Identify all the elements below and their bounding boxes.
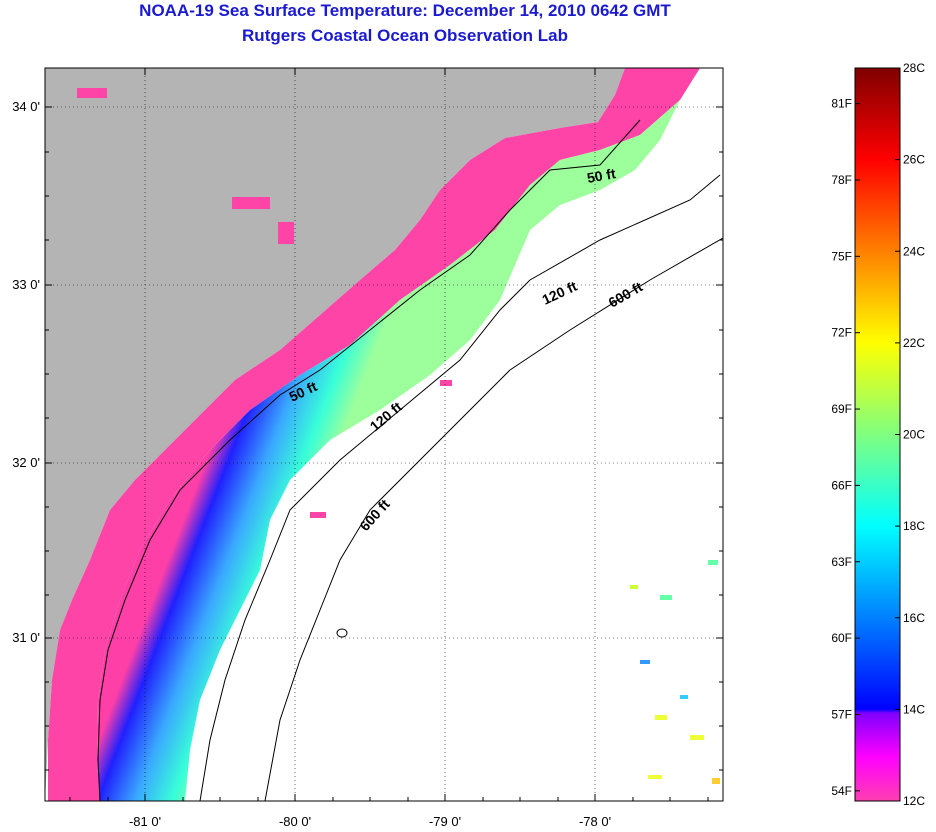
colorbar-label-fahrenheit: 69F xyxy=(831,402,852,416)
colorbar-label-celsius: 12C xyxy=(903,794,925,808)
lon-label-79: -79 0' xyxy=(429,814,461,829)
colorbar-gradient xyxy=(854,67,901,802)
map-subtitle: Rutgers Coastal Ocean Observation Lab xyxy=(242,26,568,45)
colorbar-label-fahrenheit: 78F xyxy=(831,173,852,187)
colorbar-label-fahrenheit: 66F xyxy=(831,478,852,492)
colorbar-label-celsius: 28C xyxy=(903,61,925,75)
colorbar-label-celsius: 22C xyxy=(903,336,925,350)
colorbar-label-fahrenheit: 54F xyxy=(831,784,852,798)
colorbar-label-celsius: 20C xyxy=(903,428,925,442)
lat-label-31: 31 0' xyxy=(12,630,40,645)
map-grid xyxy=(45,68,723,801)
contour-label-50ft-north: 50 ft xyxy=(586,165,617,186)
colorbar-label-celsius: 18C xyxy=(903,519,925,533)
lat-label-33: 33 0' xyxy=(12,277,40,292)
land-mass xyxy=(45,68,625,801)
colorbar-label-celsius: 16C xyxy=(903,611,925,625)
map-ticks xyxy=(45,68,723,801)
lon-label-81: -81 0' xyxy=(129,814,161,829)
lon-label-78: -78 0' xyxy=(579,814,611,829)
sst-scattered-pixels xyxy=(54,88,720,784)
colorbar-label-celsius: 24C xyxy=(903,244,925,258)
colorbar-label-fahrenheit: 60F xyxy=(831,631,852,645)
lat-label-34: 34 0' xyxy=(12,99,40,114)
colorbar-label-fahrenheit: 63F xyxy=(831,555,852,569)
colorbar-label-celsius: 14C xyxy=(903,702,925,716)
lon-label-80: -80 0' xyxy=(279,814,311,829)
colorbar-label-celsius: 26C xyxy=(903,153,925,167)
map-frame xyxy=(44,67,724,802)
colorbar-label-fahrenheit: 81F xyxy=(831,97,852,111)
contour-120ft xyxy=(199,174,721,801)
lat-label-32: 32 0' xyxy=(12,455,40,470)
contour-50ft xyxy=(97,119,641,801)
contour-600ft xyxy=(264,237,723,801)
colorbar-label-fahrenheit: 72F xyxy=(831,326,852,340)
map-title: NOAA-19 Sea Surface Temperature: Decembe… xyxy=(139,1,671,20)
colorbar-label-fahrenheit: 75F xyxy=(831,249,852,263)
contour-seamount xyxy=(336,628,348,638)
colorbar-label-fahrenheit: 57F xyxy=(831,707,852,721)
sst-shelf-band xyxy=(97,100,680,801)
